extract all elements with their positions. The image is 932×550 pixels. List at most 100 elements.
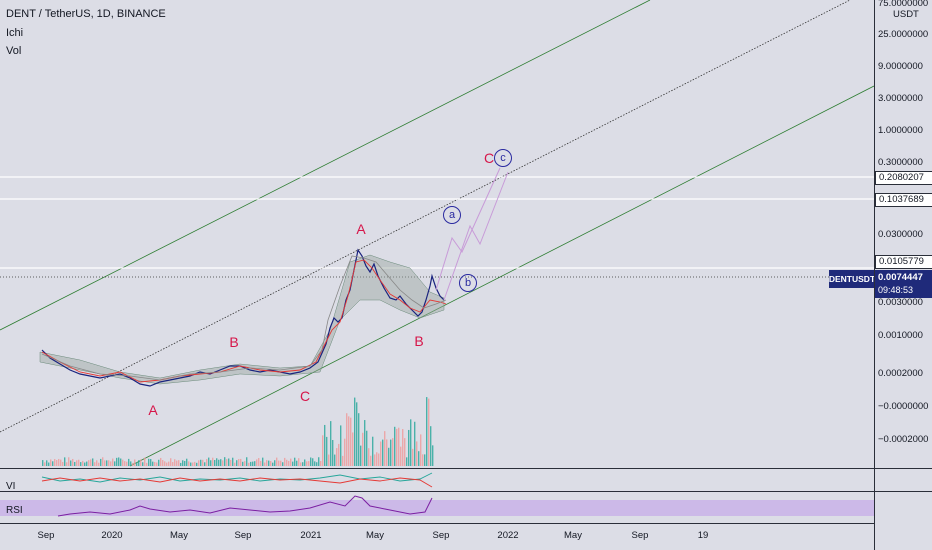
pane-divider[interactable] [0,468,932,469]
volume-bar [124,461,126,466]
volume-bar [308,461,310,466]
price-line [41,248,445,387]
volume-bar [400,446,402,466]
volume-bar [344,438,346,466]
volume-bar [188,461,190,466]
volume-bar [198,460,200,466]
volume-bar [296,460,298,466]
volume-bar [412,448,414,466]
volume-bar [346,413,348,466]
volume-bar [200,459,202,466]
volume-bar [248,462,250,466]
time-axis[interactable]: Sep 2020 May Sep 2021 May Sep 2022 May S… [0,523,874,550]
volume-bar [202,459,204,466]
volume-bar [326,436,328,466]
symbol-legend[interactable]: DENT / TetherUS, 1D, BINANCE [6,8,166,20]
wave-label-minor-a: a [443,206,461,224]
volume-bar [136,462,138,466]
wave-label-b-1: B [229,334,239,350]
volume-bar [126,461,128,466]
volume-bar [220,459,222,466]
level-tag: 0.1037689 [875,193,932,207]
volume-bar [290,458,292,466]
volume-bar [370,455,372,466]
volume-bar [86,461,88,466]
volume-bar [100,458,102,466]
volume-bar [304,459,306,466]
volume-bar [276,457,278,466]
volume-bar [310,457,312,466]
indicator-ichimoku-label[interactable]: Ichi [6,27,24,39]
volume-bar [82,460,84,466]
ichimoku-cloud-shape [39,254,445,385]
volume-bar [146,462,148,466]
volume-bar [282,462,284,466]
volume-bars [42,397,434,466]
volume-bar [284,457,286,466]
volume-bar [184,460,186,466]
volume-bar [342,455,344,466]
volume-bar [362,432,364,466]
volume-bar [320,460,322,466]
vi-label[interactable]: VI [6,481,16,492]
volume-bar [272,462,274,466]
indicator-volume-label[interactable]: Vol [6,45,22,57]
price-chart[interactable] [0,0,874,468]
rsi-pane[interactable] [0,492,874,522]
volume-bar [218,459,220,466]
volume-bar [332,440,334,466]
volume-bar [298,458,300,466]
volume-bar [166,462,168,466]
volume-bar [264,462,266,466]
volume-bar [194,461,196,466]
volume-bar [122,459,124,466]
currency-label: USDT [893,9,919,20]
volume-bar [390,439,392,466]
volume-bar [382,439,384,466]
volume-bar [232,457,234,466]
channel-lines [0,0,874,467]
volume-bar [294,457,296,466]
price-axis[interactable]: 75.0000000 USDT 25.0000000 9.0000000 3.0… [874,0,932,550]
volume-bar [108,460,110,466]
volume-bar [112,458,114,466]
wave-label-a-2: A [356,221,366,237]
volume-bar [324,424,326,466]
volume-bar [376,452,378,466]
volume-bar [408,429,410,466]
price-series [41,248,447,387]
volume-bar [76,460,78,466]
rsi-label[interactable]: RSI [6,505,23,516]
volume-bar [258,458,260,466]
volume-bar [302,462,304,466]
volume-bar [162,460,164,466]
channel-upper-line [0,0,651,331]
volume-bar [80,462,82,466]
volume-bar [432,445,434,466]
channel-mid-line [0,0,851,433]
volume-bar [348,416,350,466]
volume-bar [392,438,394,466]
pane-divider[interactable] [0,491,932,492]
wave-label-minor-b: b [459,274,477,292]
volume-bar [172,462,174,466]
volume-bar [142,462,144,466]
volume-bar [156,462,158,466]
volume-bar [352,432,354,466]
vi-pane[interactable] [0,469,874,491]
wave-label-a-1: A [148,402,158,418]
rsi-line [57,495,433,517]
projection-line [443,171,509,301]
volume-bar [380,441,382,466]
volume-bar [278,460,280,466]
kijun-line [41,255,447,381]
wave-label-b-2: B [414,333,424,349]
wave-label-c-1: C [299,388,311,404]
volume-bar [384,431,386,466]
volume-bar [422,454,424,466]
volume-bar [158,459,160,466]
volume-bar [46,460,48,466]
volume-bar [280,460,282,466]
ichimoku-cloud [39,254,445,385]
volume-bar [92,458,94,466]
